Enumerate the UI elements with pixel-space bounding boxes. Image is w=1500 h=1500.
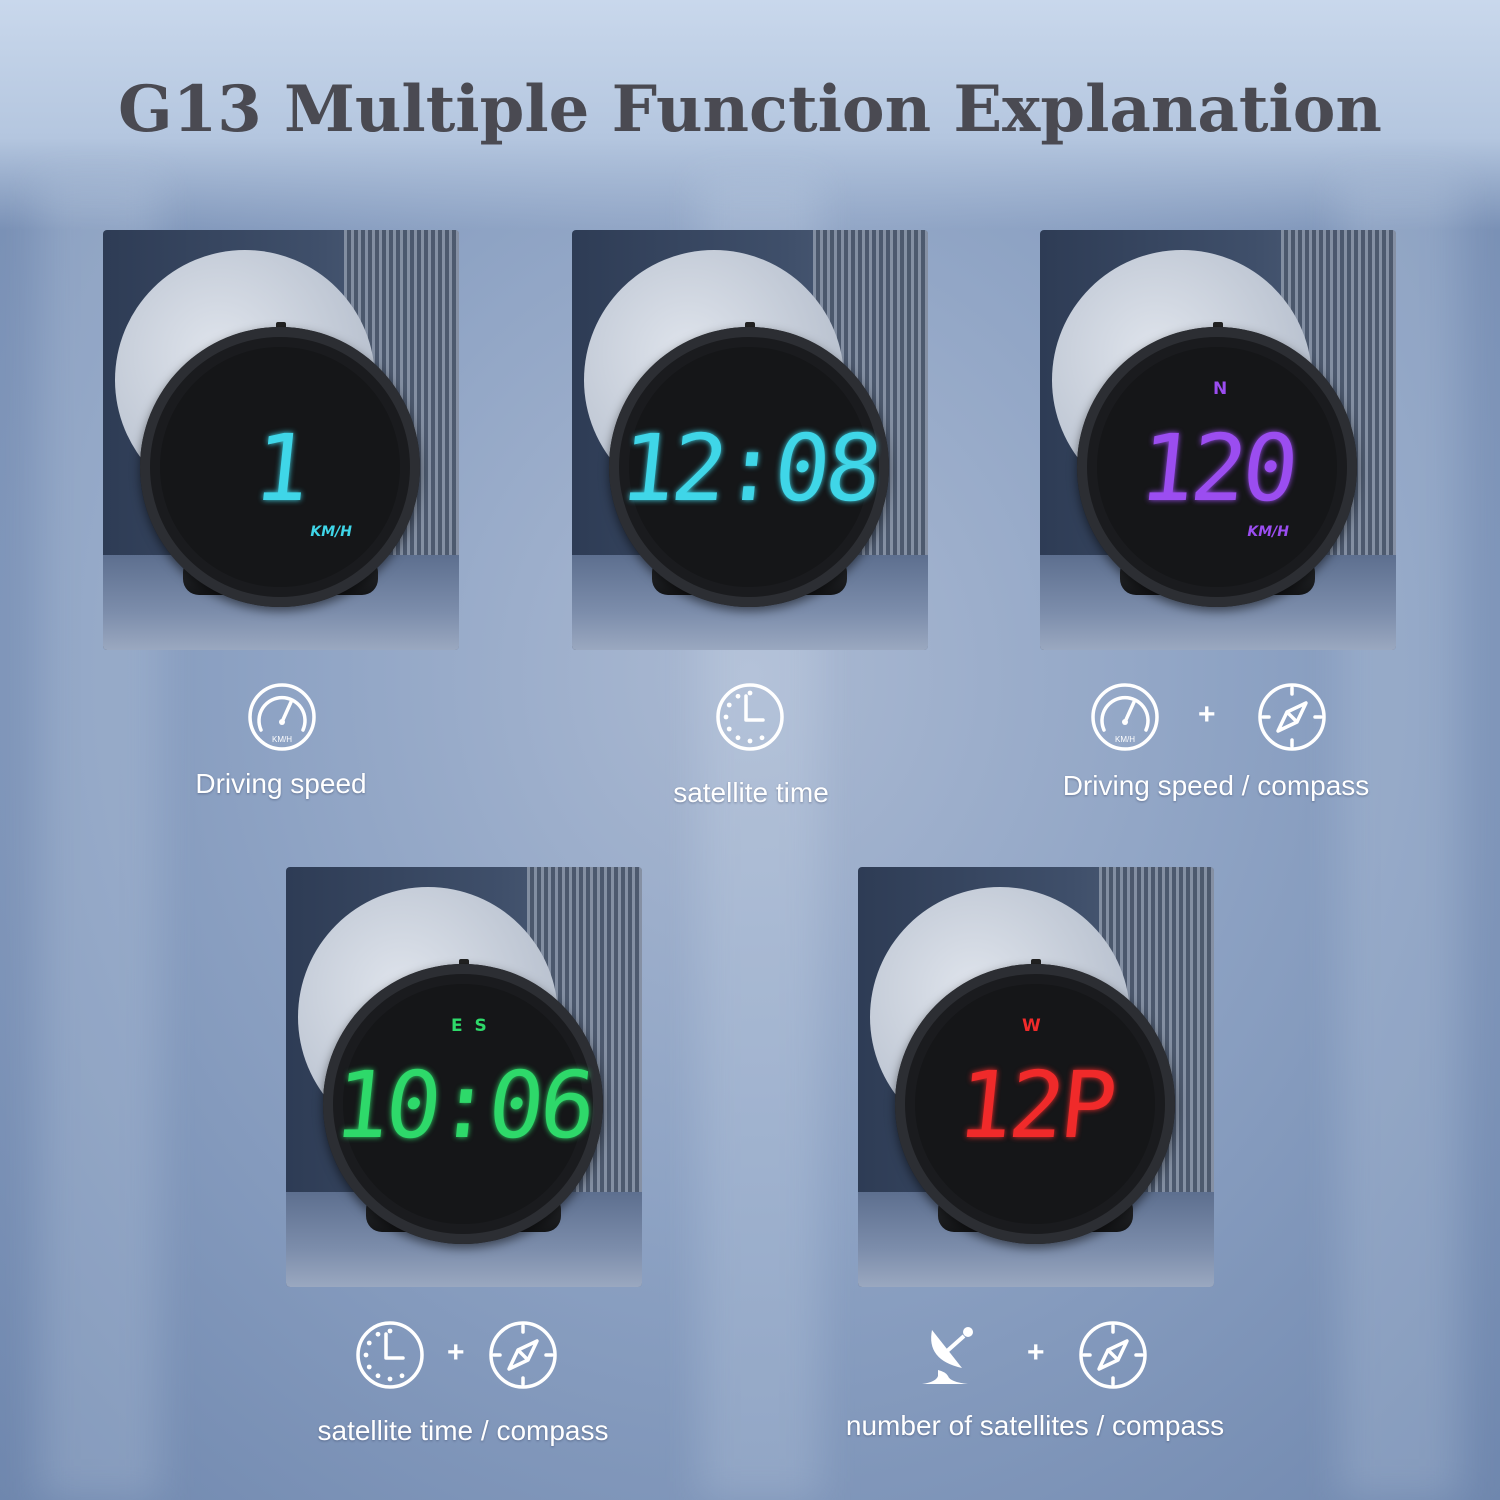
device-button [1031,959,1041,966]
speedometer-icon: KM/H [1090,682,1160,752]
product-photo-card: 12P W [858,867,1214,1287]
plus-sign: + [1198,698,1216,731]
product-photo-card: 1 KM/H [103,230,459,650]
hud-device: 10:06 E S [323,964,603,1244]
compass-icon [1257,682,1327,752]
function-label: satellite time / compass [317,1415,609,1446]
hud-screen [915,984,1155,1224]
compass-direction-indicator: W [1022,1016,1041,1036]
function-label: Driving speed / compass [1062,770,1370,801]
svg-text:KM/H: KM/H [1115,735,1135,744]
device-button [276,322,286,329]
product-photo-card: 10:06 E S [286,867,642,1287]
speedometer-icon: KM/H [247,682,317,752]
function-label: satellite time [673,777,829,808]
satellite-dish-icon [918,1320,988,1390]
hud-screen [1097,347,1337,587]
hud-readout: 120 [1134,415,1300,522]
svg-text:KM/H: KM/H [272,735,292,744]
plus-sign: + [447,1336,465,1369]
clock-icon [355,1320,425,1390]
hud-device: 12:08 [609,327,889,607]
hud-device: 120 N KM/H [1077,327,1357,607]
product-photo-card: 12:08 [572,230,928,650]
speed-unit-label: KM/H [310,524,352,540]
speed-unit-label: KM/H [1247,524,1289,540]
clock-icon [715,682,785,752]
hud-readout: 10:06 [328,1052,598,1159]
device-button [459,959,469,966]
hud-readout: 1 [248,415,312,522]
device-button [745,322,755,329]
background-header-glow [0,0,1500,230]
compass-direction-indicator: E S [451,1016,487,1036]
compass-direction-indicator: N [1213,379,1228,399]
page-title: G13 Multiple Function Explanation [118,72,1382,147]
hud-readout: 12P [952,1052,1118,1159]
hud-screen [343,984,583,1224]
compass-icon [1078,1320,1148,1390]
hud-readout: 12:08 [614,415,884,522]
device-button [1213,322,1223,329]
hud-screen [160,347,400,587]
hud-device: 12P W [895,964,1175,1244]
function-label: number of satellites / compass [845,1410,1225,1441]
hud-device: 1 KM/H [140,327,420,607]
plus-sign: + [1027,1336,1045,1369]
hud-screen [629,347,869,587]
function-label: Driving speed [195,768,367,799]
compass-icon [488,1320,558,1390]
product-photo-card: 120 N KM/H [1040,230,1396,650]
